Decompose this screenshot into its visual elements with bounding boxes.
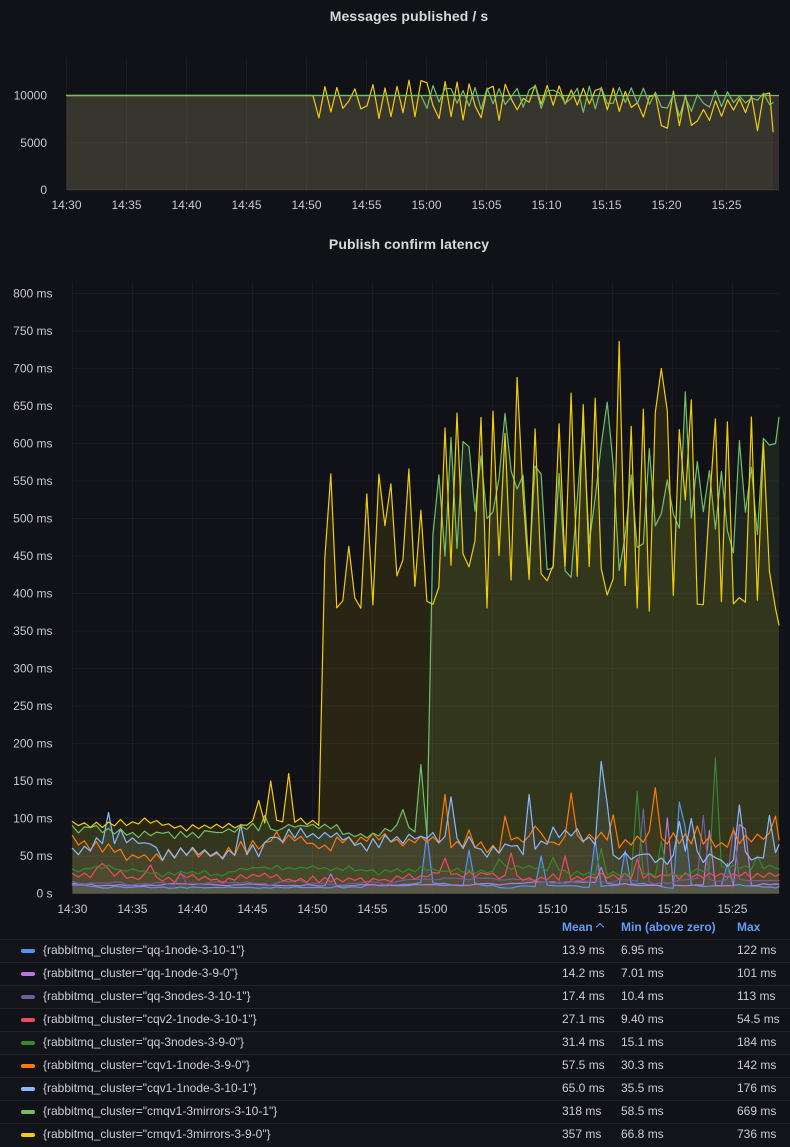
svg-text:0: 0 xyxy=(40,183,47,197)
svg-text:450 ms: 450 ms xyxy=(13,549,52,563)
svg-text:14:45: 14:45 xyxy=(237,902,267,916)
svg-text:150 ms: 150 ms xyxy=(13,774,52,788)
svg-text:750 ms: 750 ms xyxy=(13,324,52,338)
svg-text:14:55: 14:55 xyxy=(351,198,381,212)
svg-text:15:20: 15:20 xyxy=(651,198,681,212)
svg-text:350 ms: 350 ms xyxy=(13,624,52,638)
svg-text:15:15: 15:15 xyxy=(597,902,627,916)
svg-text:100 ms: 100 ms xyxy=(13,812,52,826)
svg-text:14:45: 14:45 xyxy=(231,198,261,212)
svg-text:15:15: 15:15 xyxy=(591,198,621,212)
svg-text:15:05: 15:05 xyxy=(471,198,501,212)
svg-text:5000: 5000 xyxy=(20,136,47,150)
svg-text:0 s: 0 s xyxy=(36,887,52,901)
svg-text:14:55: 14:55 xyxy=(357,902,387,916)
svg-text:800 ms: 800 ms xyxy=(13,287,52,301)
svg-text:14:30: 14:30 xyxy=(57,902,87,916)
svg-text:250 ms: 250 ms xyxy=(13,699,52,713)
svg-text:550 ms: 550 ms xyxy=(13,474,52,488)
svg-text:14:50: 14:50 xyxy=(297,902,327,916)
svg-text:15:10: 15:10 xyxy=(537,902,567,916)
svg-text:14:30: 14:30 xyxy=(51,198,81,212)
svg-text:14:35: 14:35 xyxy=(111,198,141,212)
svg-text:15:25: 15:25 xyxy=(717,902,747,916)
svg-text:200 ms: 200 ms xyxy=(13,737,52,751)
svg-text:500 ms: 500 ms xyxy=(13,512,52,526)
svg-text:14:40: 14:40 xyxy=(171,198,201,212)
svg-text:10000: 10000 xyxy=(14,89,48,103)
svg-text:300 ms: 300 ms xyxy=(13,662,52,676)
svg-text:14:40: 14:40 xyxy=(177,902,207,916)
svg-text:50 ms: 50 ms xyxy=(20,849,53,863)
svg-text:15:20: 15:20 xyxy=(657,902,687,916)
svg-text:15:05: 15:05 xyxy=(477,902,507,916)
svg-text:15:25: 15:25 xyxy=(711,198,741,212)
svg-text:700 ms: 700 ms xyxy=(13,362,52,376)
svg-text:14:50: 14:50 xyxy=(291,198,321,212)
svg-text:15:10: 15:10 xyxy=(531,198,561,212)
svg-text:400 ms: 400 ms xyxy=(13,587,52,601)
svg-text:15:00: 15:00 xyxy=(411,198,441,212)
svg-text:15:00: 15:00 xyxy=(417,902,447,916)
svg-text:600 ms: 600 ms xyxy=(13,437,52,451)
svg-text:650 ms: 650 ms xyxy=(13,399,52,413)
svg-text:14:35: 14:35 xyxy=(117,902,147,916)
